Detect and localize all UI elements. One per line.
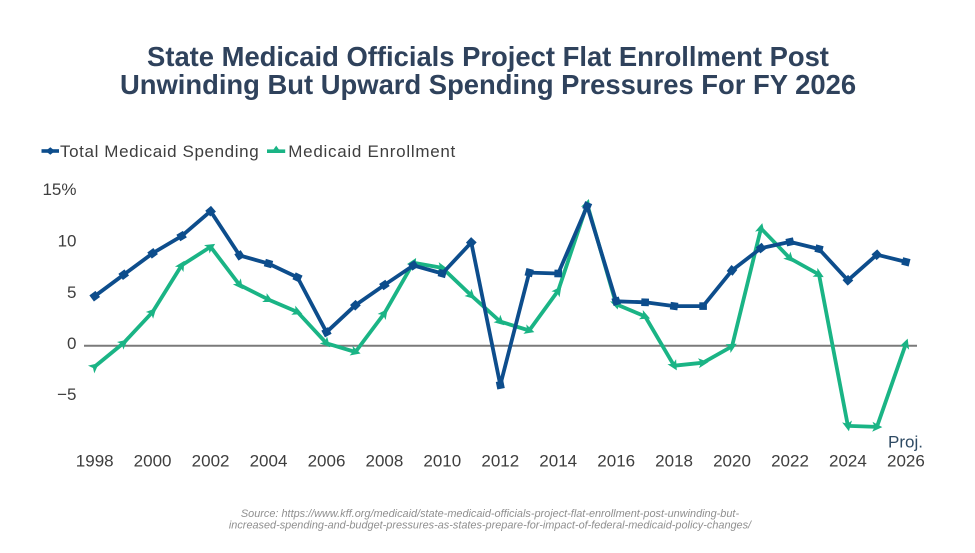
svg-text:Total Medicaid Spending: Total Medicaid Spending [60,142,259,161]
svg-text:5: 5 [67,283,76,302]
svg-text:Proj.: Proj. [888,433,923,452]
svg-text:2018: 2018 [655,452,693,471]
svg-text:2022: 2022 [771,452,809,471]
svg-text:2006: 2006 [308,452,346,471]
svg-text:10: 10 [58,232,77,251]
svg-text:increased-spending-and-budget-: increased-spending-and-budget-pressures-… [229,520,752,532]
svg-text:2000: 2000 [134,452,172,471]
svg-text:2008: 2008 [365,452,403,471]
svg-text:2016: 2016 [597,452,635,471]
svg-text:Source: https://www.kff.org/me: Source: https://www.kff.org/medicaid/sta… [241,508,740,520]
svg-text:State Medicaid Officials Proje: State Medicaid Officials Project Flat En… [147,41,829,72]
svg-text:Unwinding But Upward Spending: Unwinding But Upward Spending Pressures … [120,69,856,100]
svg-text:2020: 2020 [713,452,751,471]
svg-text:2010: 2010 [423,452,461,471]
svg-text:1998: 1998 [76,452,114,471]
svg-text:15%: 15% [42,180,76,199]
svg-text:2012: 2012 [481,452,519,471]
svg-text:−5: −5 [57,385,76,404]
svg-text:2026: 2026 [887,452,925,471]
svg-text:2014: 2014 [539,452,577,471]
svg-text:2024: 2024 [829,452,867,471]
svg-text:2002: 2002 [192,452,230,471]
svg-text:0: 0 [67,334,76,353]
svg-text:Medicaid Enrollment: Medicaid Enrollment [288,142,456,161]
svg-text:2004: 2004 [250,452,288,471]
